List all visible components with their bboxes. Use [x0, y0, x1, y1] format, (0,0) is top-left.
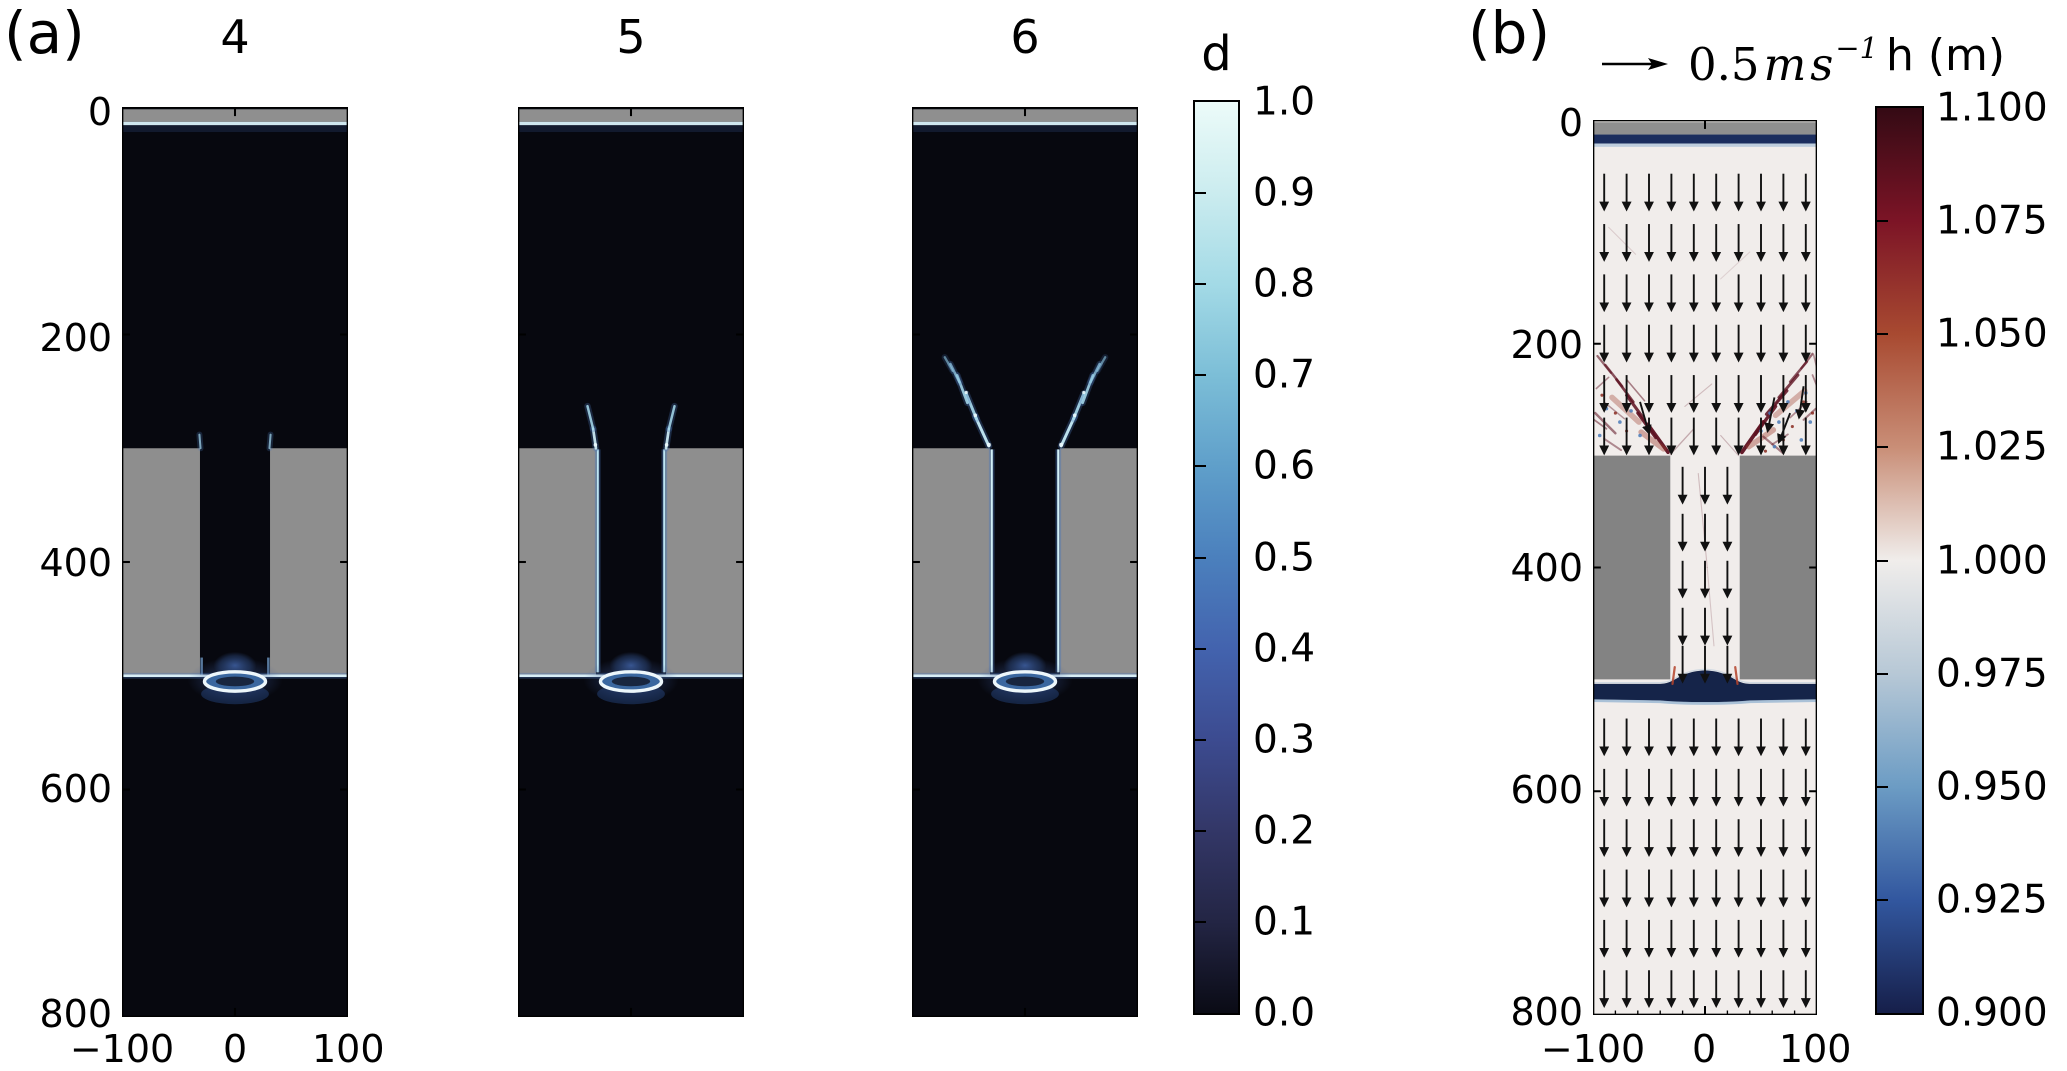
colorbar-h-tick-label: 0.975 [1936, 651, 2048, 697]
quiver-key-unit-m: m [1763, 37, 1807, 91]
panel-a-x-tick-label: −100 [69, 1027, 175, 1071]
subplot-title-5: 5 [616, 10, 646, 64]
colorbar-d-tick-label: 0.4 [1253, 626, 1316, 672]
colorbar-h-tick-mark [1877, 898, 1888, 901]
panel-b-y-tick-label: 600 [1510, 767, 1583, 812]
colorbar-d-tick-label: 0.3 [1253, 717, 1316, 763]
colorbar-h-tick-label: 0.900 [1936, 990, 2048, 1036]
colorbar-h-label: h (m) [1886, 30, 2006, 81]
subplot-title-4: 4 [220, 10, 250, 64]
panel-b-y-tick-label: 0 [1558, 101, 1583, 145]
quiver-key-exponent: −1 [1835, 31, 1879, 65]
colorbar-h-tick-mark [1877, 672, 1888, 675]
heatmap-plot-5 [518, 107, 744, 1017]
quiver-key: 0.5 m s −1 [1600, 31, 1878, 91]
panel-b-y-tick-label: 800 [1510, 990, 1583, 1035]
quiver-key-arrow-icon [1602, 58, 1668, 70]
colorbar-d-tick-mark [1195, 647, 1206, 650]
colorbar-h-tick-mark [1877, 785, 1888, 788]
quiver-plot [1593, 120, 1817, 1015]
colorbar-h-tick-mark [1877, 333, 1888, 336]
panel-b-x-tick-label: −100 [1540, 1027, 1646, 1071]
colorbar-d-label: d [1201, 26, 1232, 82]
panel-a-y-tick-label: 200 [39, 315, 112, 360]
heatmap-plot-4 [122, 107, 348, 1017]
panel-b-x-tick-label: 100 [1778, 1027, 1852, 1071]
colorbar-d-tick-mark [1195, 556, 1206, 559]
panel-a-x-tick-label: 0 [223, 1027, 248, 1071]
colorbar-h-tick-label: 1.100 [1936, 85, 2048, 131]
colorbar-d-tick-mark [1195, 465, 1206, 468]
quiver-key-unit-s: s [1810, 37, 1834, 91]
colorbar-h-tick-mark [1877, 220, 1888, 223]
colorbar-h-tick-label: 0.950 [1936, 764, 2048, 810]
panel-b-y-tick-label: 400 [1510, 545, 1583, 590]
colorbar-h-tick-label: 1.000 [1936, 538, 2048, 583]
colorbar-d-tick-label: 0.9 [1253, 170, 1316, 216]
colorbar-d-tick-mark [1195, 738, 1206, 741]
colorbar-h-tick-mark [1877, 559, 1888, 562]
colorbar-d-tick-mark [1195, 920, 1206, 923]
colorbar-d-tick-label: 0.5 [1253, 535, 1316, 580]
colorbar-h-tick-label: 1.075 [1936, 198, 2048, 244]
colorbar-d-tick-label: 0.2 [1253, 808, 1316, 854]
colorbar-h-tick-label: 1.050 [1936, 311, 2048, 357]
subplot-title-6: 6 [1010, 10, 1040, 64]
colorbar-d-tick-mark [1195, 829, 1206, 832]
colorbar-h [1875, 106, 1924, 1015]
colorbar-d-tick-label: 0.1 [1253, 899, 1316, 945]
panel-a-x-tick-label: 100 [311, 1027, 385, 1071]
colorbar-d-tick-label: 1.0 [1253, 79, 1316, 125]
colorbar-d-tick-label: 0.6 [1253, 443, 1316, 489]
panel-b-x-tick-label: 0 [1692, 1027, 1717, 1071]
panel-a-y-tick-label: 0 [87, 90, 112, 134]
colorbar-d-tick-mark [1195, 283, 1206, 286]
colorbar-d-tick-mark [1195, 192, 1206, 195]
panel-b-label: (b) [1468, 0, 1551, 67]
colorbar-h-tick-label: 1.025 [1936, 424, 2048, 470]
panel-a-label: (a) [4, 0, 85, 67]
panel-a-y-tick-label: 400 [39, 541, 112, 586]
panel-a-y-tick-label: 600 [39, 766, 112, 811]
quiver-key-value: 0.5 [1688, 37, 1760, 91]
colorbar-h-tick-label: 0.925 [1936, 877, 2048, 923]
colorbar-d-tick-label: 0.7 [1253, 352, 1316, 398]
colorbar-d [1193, 100, 1240, 1015]
colorbar-d-tick-label: 0.8 [1253, 261, 1316, 307]
panel-a-y-tick-label: 800 [39, 992, 112, 1037]
panel-b-y-tick-label: 200 [1510, 323, 1583, 368]
colorbar-h-tick-mark [1877, 446, 1888, 449]
colorbar-d-tick-label: 0.0 [1253, 990, 1316, 1036]
colorbar-d-tick-mark [1195, 374, 1206, 377]
heatmap-plot-6 [912, 107, 1138, 1017]
